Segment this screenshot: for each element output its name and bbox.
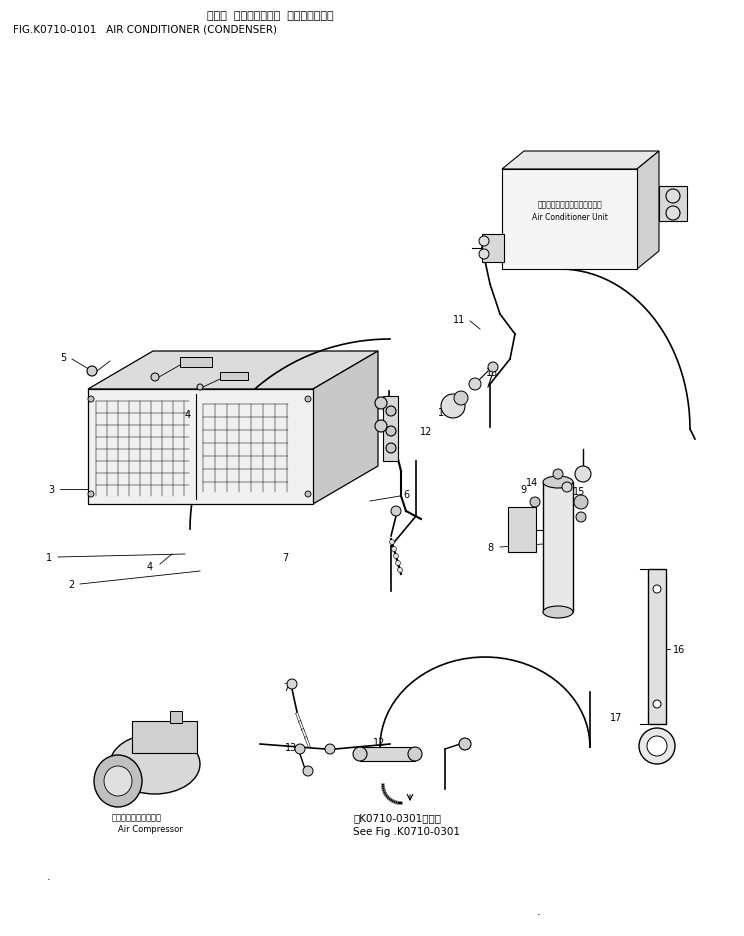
Text: 第K0710-0301図参照: 第K0710-0301図参照 [353,812,441,822]
Text: 4: 4 [185,410,191,419]
Circle shape [397,568,403,573]
Text: 16: 16 [673,644,685,654]
Circle shape [305,491,311,497]
Text: 10: 10 [438,407,450,417]
Polygon shape [313,352,378,505]
Circle shape [88,397,94,402]
Circle shape [303,767,313,776]
Text: 7: 7 [282,552,288,563]
Ellipse shape [353,747,367,761]
Circle shape [454,391,468,405]
Circle shape [396,561,400,566]
Circle shape [576,512,586,522]
Text: .: . [47,871,51,881]
Text: エアーコンディショナユニット: エアーコンディショナユニット [537,200,602,210]
Circle shape [653,700,661,709]
Text: Air Conditioner Unit: Air Conditioner Unit [531,213,607,222]
Text: 13: 13 [285,742,298,753]
Ellipse shape [94,755,142,807]
Text: 4: 4 [147,562,153,571]
Ellipse shape [543,607,573,619]
Circle shape [441,395,465,418]
Text: エアーコンプレッサ・: エアーコンプレッサ・ [112,812,162,822]
Text: 5: 5 [60,353,66,362]
Text: 2: 2 [68,579,74,590]
Ellipse shape [110,734,200,794]
Circle shape [386,427,396,436]
Text: Air Compressor: Air Compressor [118,825,183,834]
Circle shape [575,466,591,482]
Bar [383,397,398,461]
Circle shape [151,373,159,382]
Circle shape [386,444,396,454]
Bar [482,235,504,263]
Polygon shape [502,152,659,169]
Circle shape [562,482,572,492]
Circle shape [391,547,397,552]
Bar [502,169,637,270]
Ellipse shape [104,767,132,797]
Circle shape [394,554,399,559]
Text: 8: 8 [488,543,494,552]
Text: 11: 11 [453,314,465,325]
Circle shape [666,190,680,204]
Bar [180,358,212,368]
Text: 15: 15 [573,487,586,496]
Bar [132,722,197,753]
Circle shape [653,585,661,593]
Circle shape [574,495,588,509]
Text: 14: 14 [526,477,538,488]
Text: FIG.K0710-0101   AIR CONDITIONER (CONDENSER): FIG.K0710-0101 AIR CONDITIONER (CONDENSE… [13,25,277,35]
Text: エアー  コンディショナ  （コンデンサ）: エアー コンディショナ （コンデンサ） [207,11,333,21]
Circle shape [375,420,387,432]
Circle shape [390,540,394,545]
Circle shape [391,506,401,517]
Text: 10: 10 [579,466,591,476]
Circle shape [479,250,489,259]
Circle shape [88,491,94,497]
Text: 1: 1 [46,552,52,563]
Text: .: . [537,906,541,916]
Bar [88,389,313,505]
Text: 17: 17 [610,712,623,723]
Circle shape [386,406,396,417]
Ellipse shape [408,747,422,761]
Bar [508,507,536,552]
Text: 12: 12 [420,427,432,436]
Text: 7: 7 [283,682,289,693]
Bar [170,711,182,724]
Text: 3: 3 [48,485,54,494]
Circle shape [647,737,667,756]
Text: 11: 11 [553,480,565,490]
Bar [648,569,666,724]
Circle shape [295,744,305,754]
Bar [360,747,415,761]
Circle shape [530,497,540,507]
Text: 12: 12 [373,738,385,747]
Circle shape [469,378,481,390]
Circle shape [666,207,680,221]
Circle shape [553,470,563,479]
Text: 13: 13 [486,368,498,377]
Bar [659,187,687,222]
Circle shape [305,397,311,402]
Circle shape [488,362,498,373]
Circle shape [87,367,97,376]
Ellipse shape [543,476,573,489]
Text: 6: 6 [403,490,409,500]
Text: 9: 9 [520,485,526,494]
Text: See Fig .K0710-0301: See Fig .K0710-0301 [353,826,460,836]
Circle shape [479,237,489,247]
Circle shape [459,739,471,750]
Circle shape [375,398,387,410]
Polygon shape [637,152,659,270]
Circle shape [639,728,675,764]
Circle shape [325,744,335,754]
Circle shape [197,385,203,390]
Circle shape [287,680,297,689]
Bar [543,482,573,612]
Polygon shape [88,352,378,389]
Bar [220,373,248,381]
